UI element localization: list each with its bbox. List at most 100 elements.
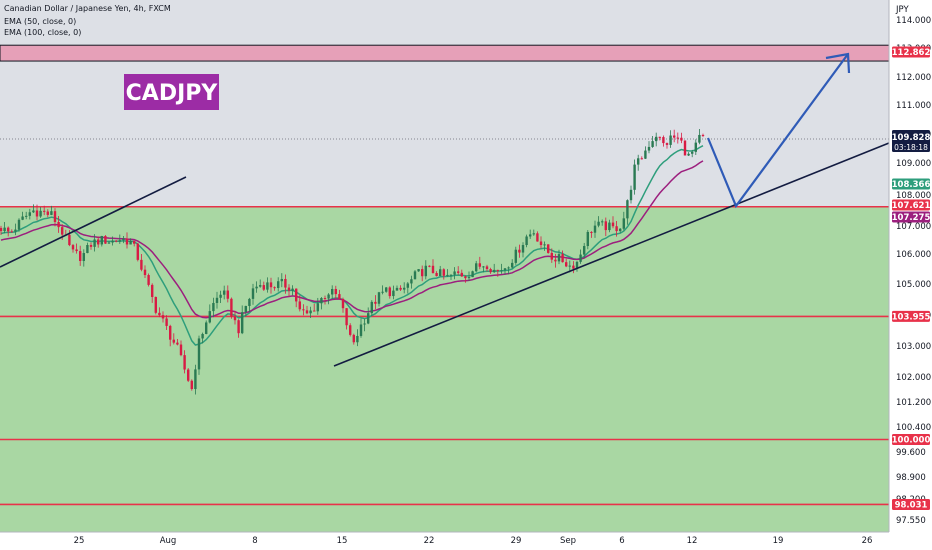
candle-body [187, 369, 190, 381]
candle-body [61, 227, 64, 235]
candle-body [125, 238, 129, 245]
bar-countdown: 03:18:18 [894, 143, 928, 152]
candle-body [10, 231, 13, 233]
candle-body [428, 265, 431, 267]
time-tick-label: 8 [252, 536, 257, 546]
indicator-label-50: EMA (50, close, 0) [4, 17, 76, 26]
level-badge-100000-bg [892, 434, 930, 445]
candle-body [622, 218, 625, 229]
time-tick-label: 15 [337, 536, 348, 546]
ema100-badge: 107.275 [892, 213, 931, 223]
candle-body [244, 305, 247, 313]
projection-arrow [706, 53, 849, 209]
level-badge-98031-bg [892, 498, 930, 510]
candle-body [694, 142, 697, 152]
candle-body [316, 303, 319, 312]
price-tick-label: 108.000 [896, 191, 931, 201]
candle-body [467, 277, 471, 279]
candle-body [601, 221, 604, 223]
candle-body [251, 288, 255, 299]
candle-body [482, 266, 485, 268]
candle-body [230, 298, 233, 317]
candle-body [179, 344, 183, 356]
candle-body [68, 234, 71, 246]
candle-body [615, 226, 618, 232]
candle-body [626, 200, 629, 219]
candle-body [539, 241, 543, 245]
candle-body [392, 290, 395, 297]
candle-body [561, 254, 564, 263]
candle-body [644, 150, 647, 159]
candle-body [269, 282, 273, 288]
price-tick-label: 102.000 [896, 373, 931, 383]
candle-body [658, 136, 661, 138]
candle-body [460, 272, 463, 277]
candle-body [680, 137, 683, 141]
candle-body [295, 288, 298, 302]
candle-body [424, 265, 427, 277]
candle-body [172, 339, 175, 343]
candle-body [79, 251, 82, 261]
symbol-title: CADJPY [126, 81, 219, 106]
candle-body [590, 231, 593, 233]
ema100-badge-bg [892, 211, 930, 223]
candle-body [503, 268, 507, 271]
candle-body [241, 312, 244, 334]
price-tick-label: 114.000 [896, 16, 931, 26]
candle-body [89, 244, 93, 247]
candle-body [359, 324, 363, 336]
candle-body [169, 325, 172, 340]
candle-body [93, 239, 96, 247]
candle-body [464, 276, 467, 279]
candle-body [446, 274, 449, 276]
level-badge-103955-bg [892, 310, 930, 322]
candle-body [147, 275, 150, 285]
candle-body [608, 222, 611, 231]
candle-body [43, 210, 46, 212]
candle-body [431, 265, 435, 274]
candle-body [183, 355, 186, 370]
candle-body [701, 134, 705, 136]
candle-body [439, 269, 442, 277]
candle-body [158, 312, 161, 316]
candle-body [543, 244, 546, 246]
candle-body [410, 279, 413, 284]
candle-body [525, 236, 528, 246]
candle-body [50, 211, 53, 215]
candle-body [579, 254, 582, 262]
candle-body [309, 310, 312, 314]
price-tick-label: 100.400 [896, 423, 931, 433]
time-axis-background [0, 532, 889, 550]
lower-zone-background [0, 206, 889, 532]
candle-body [514, 249, 517, 263]
candle-body [100, 236, 103, 245]
candle-body [151, 284, 154, 297]
candle-body [32, 210, 35, 213]
title-badge-bg [124, 74, 219, 110]
candle-body [291, 288, 294, 291]
candle-body [370, 301, 373, 314]
candle-body [82, 253, 85, 261]
candle-body [262, 285, 265, 290]
price-tick-label: 112.000 [896, 73, 931, 83]
candle-body [550, 252, 553, 260]
candle-body [683, 140, 687, 156]
candle-body [143, 269, 147, 276]
candle-body [547, 244, 550, 253]
candle-body [511, 262, 514, 268]
candle-body [165, 318, 168, 326]
candle-body [633, 164, 636, 190]
time-tick-label: Sep [560, 536, 576, 546]
candle-body [71, 245, 75, 250]
candle-body [313, 310, 316, 312]
candle-body [219, 294, 222, 298]
ema-line-100 [0, 160, 704, 319]
candle-body [374, 301, 377, 304]
candle-body [280, 278, 283, 282]
candle-body [298, 301, 301, 310]
projection-arrow-head [825, 52, 851, 74]
candle-body [421, 269, 424, 277]
candle-body [21, 216, 24, 220]
